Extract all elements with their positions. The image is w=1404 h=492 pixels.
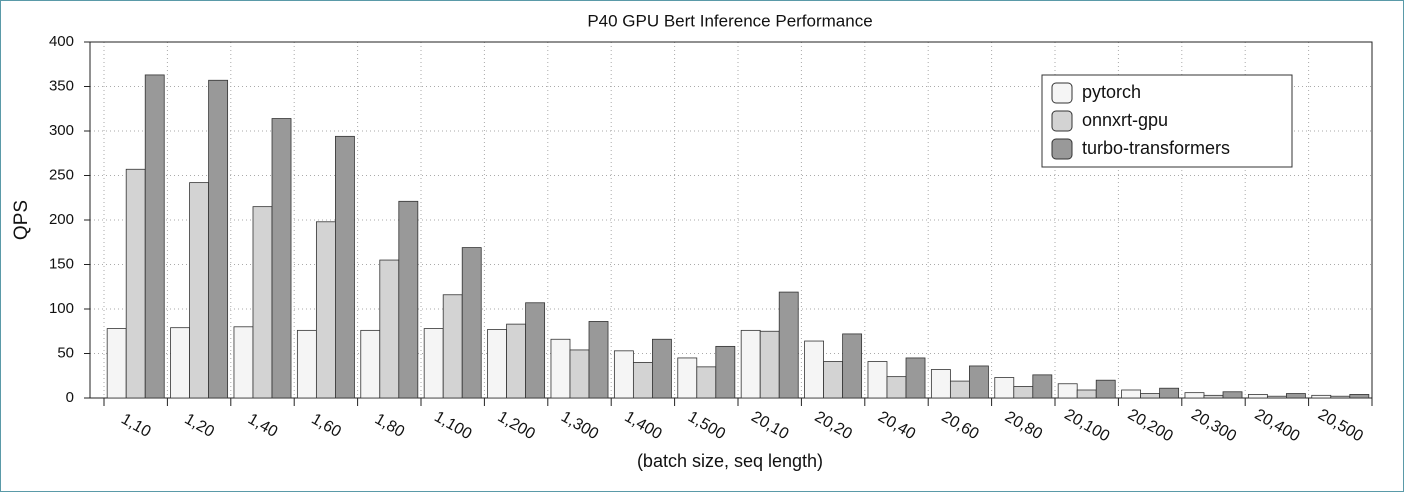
bar — [759, 330, 780, 399]
bar — [588, 321, 609, 399]
bar — [125, 168, 146, 399]
bar — [208, 79, 229, 399]
bar — [930, 369, 951, 399]
bar — [252, 206, 273, 399]
bar — [1095, 379, 1116, 399]
bar — [1013, 386, 1034, 399]
bar — [867, 361, 888, 399]
bar — [1266, 395, 1287, 399]
bar — [106, 328, 127, 399]
bar — [1032, 374, 1053, 399]
bar — [652, 338, 672, 399]
legend-label: onnxrt-gpu — [1082, 110, 1168, 130]
bar — [144, 74, 165, 399]
bar — [696, 366, 717, 399]
y-tick-label: 250 — [49, 166, 74, 183]
legend-swatch — [1051, 110, 1073, 132]
bar — [233, 326, 254, 399]
y-tick-label: 100 — [49, 300, 74, 317]
y-tick-label: 150 — [49, 255, 74, 272]
bar — [740, 329, 761, 399]
bar — [1311, 394, 1332, 399]
bar — [423, 328, 444, 399]
bar — [632, 361, 653, 399]
legend-label: pytorch — [1082, 82, 1141, 102]
legend-swatch — [1051, 138, 1073, 160]
bar — [1203, 394, 1224, 399]
bar — [1076, 389, 1097, 399]
bar — [1349, 394, 1370, 399]
bar — [949, 380, 970, 399]
bar — [613, 350, 634, 399]
legend-label: turbo-transformers — [1082, 138, 1230, 158]
y-tick-label: 50 — [57, 344, 74, 361]
bar — [1121, 389, 1141, 399]
bar — [1184, 392, 1205, 399]
y-tick-label: 400 — [49, 33, 74, 50]
y-tick-label: 350 — [49, 77, 74, 94]
y-tick-label: 200 — [49, 211, 74, 228]
legend-box — [1041, 74, 1293, 168]
bar — [1057, 383, 1078, 399]
bar — [715, 345, 736, 399]
bar — [677, 357, 698, 399]
bar — [1159, 387, 1180, 399]
bar — [271, 118, 292, 399]
bar — [525, 302, 546, 399]
bar — [1330, 395, 1351, 399]
bar — [487, 329, 507, 399]
bar — [569, 349, 590, 399]
legend-swatch — [1051, 82, 1073, 104]
bar — [1286, 393, 1306, 399]
bar — [379, 259, 400, 399]
bar — [994, 377, 1015, 399]
bar — [778, 291, 799, 399]
bar — [360, 329, 381, 399]
bar — [1222, 391, 1243, 399]
bar — [315, 221, 336, 399]
bar — [842, 333, 863, 399]
bar — [550, 338, 571, 399]
y-axis-label: QPS — [11, 200, 32, 240]
x-axis-label: (batch size, seq length) — [637, 451, 823, 471]
bar — [823, 361, 844, 399]
bar — [886, 376, 907, 399]
bar — [189, 182, 210, 399]
y-tick-label: 0 — [66, 389, 74, 406]
bar — [442, 294, 463, 399]
bar — [398, 200, 419, 399]
bar — [969, 365, 989, 399]
bar — [905, 357, 926, 399]
bar — [1140, 393, 1161, 399]
y-tick-label: 300 — [49, 122, 74, 139]
bar — [335, 135, 355, 399]
bar — [170, 327, 190, 399]
bar — [506, 323, 527, 399]
bar — [804, 340, 824, 399]
bar — [1247, 394, 1268, 399]
bar — [461, 247, 482, 399]
bar — [296, 329, 317, 399]
chart-title: P40 GPU Bert Inference Performance — [587, 11, 872, 30]
